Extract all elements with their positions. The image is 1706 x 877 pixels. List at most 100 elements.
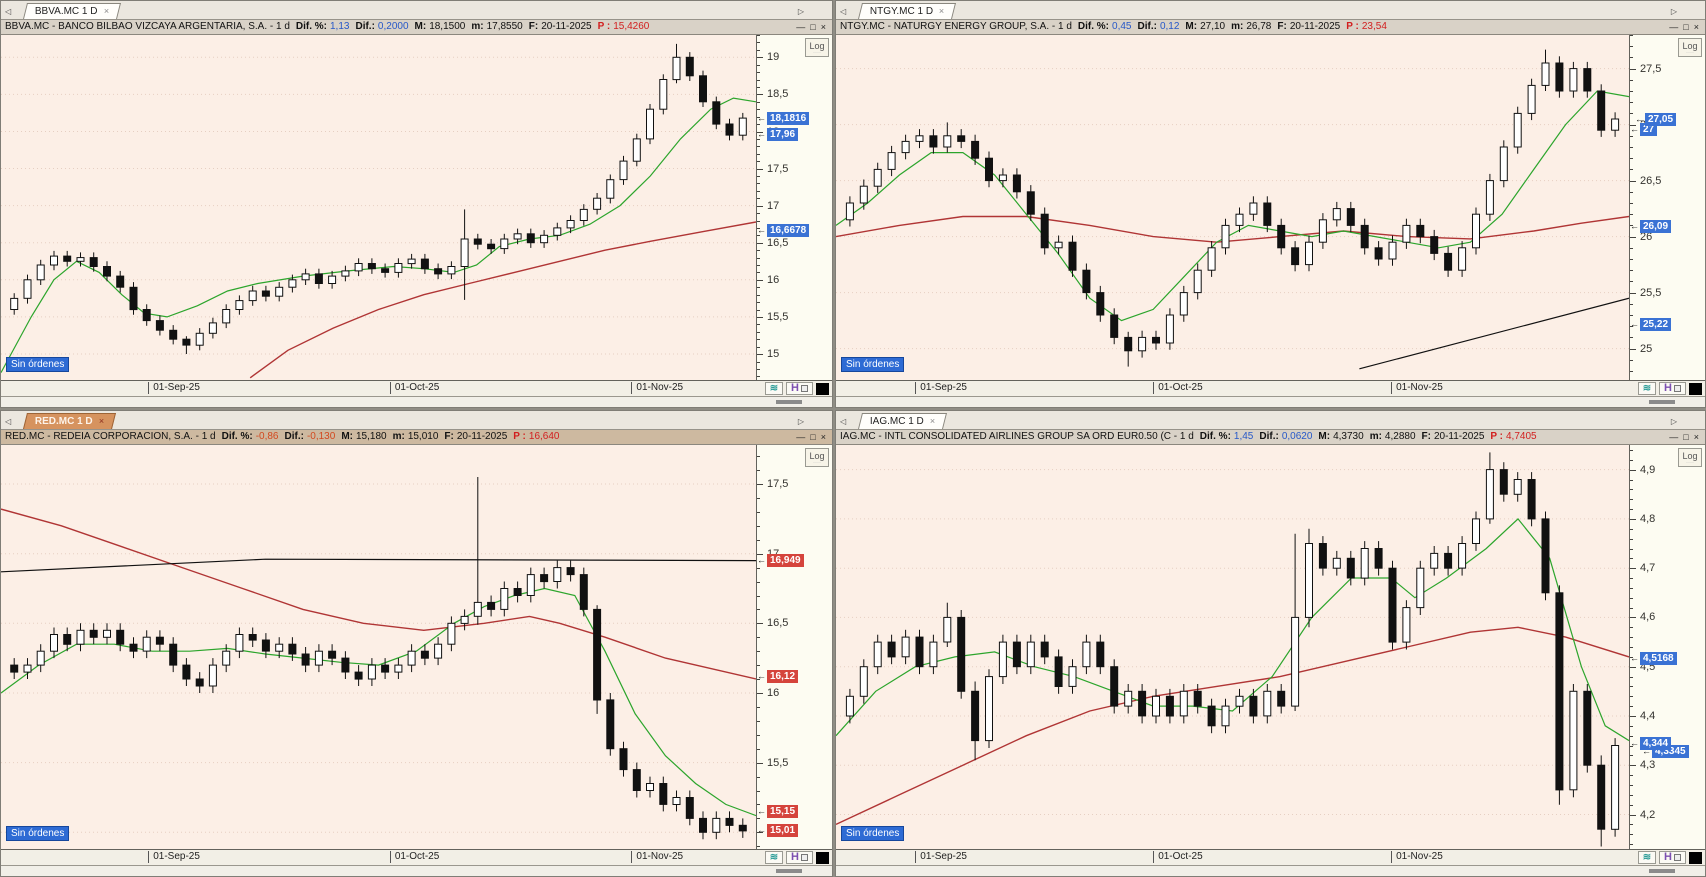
tab-scroll-right-icon[interactable]: ▷ [797,417,804,426]
log-scale-button[interactable]: Log [1678,448,1702,467]
chart-plot-iag[interactable]: Sin órdenes [836,445,1629,849]
price-tag: ← 4,344 [1630,737,1672,751]
hscroll-thumb[interactable] [1649,869,1675,873]
tab-scroll-left-icon[interactable]: ◁ [5,7,12,16]
tab-scroll-left-icon[interactable]: ◁ [5,417,12,426]
close-icon[interactable]: × [820,432,826,442]
wave-indicator-icon[interactable]: ≋ [1638,851,1656,864]
chart-toolbar: ≋ H [1629,381,1705,396]
price-axis[interactable]: Log 4,94,84,74,64,54,44,34,2←4,3345←4,51… [1629,445,1705,849]
time-axis: 01-Sep-25 01-Oct-25 01-Nov-25 ≋ H [1,849,832,865]
price-tag: ← 15,01 [757,824,799,838]
minimize-icon[interactable]: — [1669,22,1679,32]
chart-plot-bbva[interactable]: Sin órdenes [1,35,756,380]
max-label: M: [341,431,353,442]
dif-pct-value: 1,45 [1233,431,1254,442]
log-scale-button[interactable]: Log [805,448,829,467]
h-glyph: H [1664,382,1672,394]
price-axis[interactable]: Log 1918,51817,51716,51615,515←18,1816←1… [756,35,832,380]
horizontal-scrollbar[interactable] [1,865,832,876]
tab-scroll-right-icon[interactable]: ▷ [1670,417,1677,426]
history-save-icon[interactable]: H [1659,382,1686,395]
chart-title: RED.MC - REDEIA CORPORACION, S.A. - 1 d [5,431,216,442]
horizontal-scrollbar[interactable] [836,396,1705,407]
chart-plot-ntgy[interactable]: Sin órdenes [836,35,1629,380]
maximize-icon[interactable]: □ [1683,22,1689,32]
price-tag: ← 27 [1630,123,1658,137]
price-tag: ← 18,1816 [757,111,810,125]
tab-close-icon[interactable]: × [929,416,936,426]
y-tick-label: 4,8 [1640,512,1656,525]
y-tick-label: 18,5 [767,88,789,101]
hscroll-thumb[interactable] [776,400,802,404]
chart-titlebar: RED.MC - REDEIA CORPORACION, S.A. - 1 d … [1,429,832,445]
price-value: 4,7405 [1506,431,1537,442]
min-label: m: [471,21,484,32]
pin-icon [1673,385,1681,392]
history-save-icon[interactable]: H [786,851,813,864]
time-axis: 01-Sep-25 01-Oct-25 01-Nov-25 ≋ H [1,380,832,396]
tab-ntgy[interactable]: NTGY.MC 1 D × [858,3,957,19]
hscroll-thumb[interactable] [1649,400,1675,404]
dif-value: 0,12 [1159,21,1180,32]
price-value: 15,4260 [613,21,650,32]
history-save-icon[interactable]: H [786,382,813,395]
minimize-icon[interactable]: — [796,22,806,32]
max-value: 4,3730 [1333,431,1364,442]
window-buttons: — □ × [796,431,828,443]
tab-iag[interactable]: IAG.MC 1 D × [858,413,948,429]
tab-scroll-right-icon[interactable]: ▷ [797,7,804,16]
log-scale-button[interactable]: Log [805,38,829,57]
y-tick-label: 19 [767,51,780,64]
chart-title: IAG.MC - INTL CONSOLIDATED AIRLINES GROU… [840,431,1194,442]
maximize-icon[interactable]: □ [1683,432,1689,442]
chart-titlebar: NTGY.MC - NATURGY ENERGY GROUP, S.A. - 1… [836,19,1705,35]
tab-label: IAG.MC 1 D [870,416,924,427]
y-tick-label: 4,4 [1640,710,1656,722]
tab-close-icon[interactable]: × [98,416,105,426]
price-axis[interactable]: Log 17,51716,51615,515←16,949←16,12←15,1… [756,445,832,849]
horizontal-scrollbar[interactable] [836,865,1705,876]
minimize-icon[interactable]: — [796,432,806,442]
maximize-icon[interactable]: □ [810,22,816,32]
price-tag: ← 4,5168 [1630,651,1677,665]
close-icon[interactable]: × [1693,22,1699,32]
tab-close-icon[interactable]: × [103,6,109,16]
black-square-icon[interactable] [816,851,829,864]
maximize-icon[interactable]: □ [810,432,816,442]
max-value: 15,180 [355,431,387,442]
minimize-icon[interactable]: — [1669,432,1679,442]
tab-red[interactable]: RED.MC 1 D × [23,413,117,429]
tab-bbva[interactable]: BBVA.MC 1 D × [23,3,122,19]
no-orders-badge: Sin órdenes [841,826,905,841]
tab-scroll-left-icon[interactable]: ◁ [840,7,847,16]
no-orders-badge: Sin órdenes [6,826,70,841]
y-tick-label: 4,6 [1640,611,1656,624]
window-buttons: — □ × [1669,21,1701,33]
horizontal-scrollbar[interactable] [1,396,832,407]
wave-indicator-icon[interactable]: ≋ [765,851,783,864]
wave-indicator-icon[interactable]: ≋ [765,382,783,395]
black-square-icon[interactable] [1689,382,1702,395]
close-icon[interactable]: × [820,22,826,32]
chart-plot-red[interactable]: Sin órdenes [1,445,756,849]
close-icon[interactable]: × [1693,432,1699,442]
time-axis-labels: 01-Sep-25 01-Oct-25 01-Nov-25 [836,850,1629,865]
hscroll-thumb[interactable] [776,869,802,873]
x-tick-label: 01-Nov-25 [1391,382,1443,394]
price-label: P : [1346,21,1359,32]
price-axis[interactable]: Log 27,52726,52625,525←27←27,05←26,09←25… [1629,35,1705,380]
tab-scroll-right-icon[interactable]: ▷ [1670,7,1677,16]
min-value: 4,2880 [1384,431,1416,442]
black-square-icon[interactable] [816,382,829,395]
log-scale-button[interactable]: Log [1678,38,1702,57]
tab-close-icon[interactable]: × [939,6,945,16]
black-square-icon[interactable] [1689,851,1702,864]
max-label: M: [414,21,427,32]
tab-scroll-left-icon[interactable]: ◁ [840,417,847,426]
price-tag: ← 16,6678 [757,223,810,237]
chart-title: BBVA.MC - BANCO BILBAO VIZCAYA ARGENTARI… [5,21,290,32]
wave-indicator-icon[interactable]: ≋ [1638,382,1656,395]
history-save-icon[interactable]: H [1659,851,1686,864]
y-tick-label: 26,5 [1640,174,1662,187]
